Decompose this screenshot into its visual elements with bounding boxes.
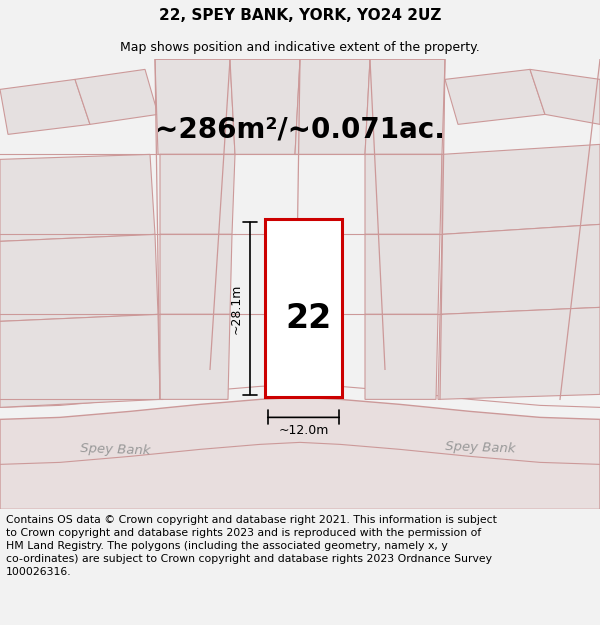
Bar: [265, 219, 342, 398]
Polygon shape: [160, 314, 230, 399]
Polygon shape: [0, 234, 158, 321]
Polygon shape: [0, 314, 160, 408]
Polygon shape: [295, 59, 370, 154]
Polygon shape: [160, 154, 235, 234]
Polygon shape: [155, 59, 235, 154]
Polygon shape: [445, 69, 545, 124]
Text: Spey Bank: Spey Bank: [445, 439, 515, 455]
Polygon shape: [442, 144, 600, 234]
Polygon shape: [230, 59, 300, 154]
Text: Map shows position and indicative extent of the property.: Map shows position and indicative extent…: [120, 41, 480, 54]
Text: 22: 22: [286, 302, 332, 335]
Polygon shape: [0, 79, 90, 134]
Polygon shape: [440, 224, 600, 314]
Polygon shape: [75, 69, 158, 124]
Polygon shape: [365, 59, 445, 154]
Polygon shape: [438, 308, 600, 399]
Text: 22, SPEY BANK, YORK, YO24 2UZ: 22, SPEY BANK, YORK, YO24 2UZ: [159, 8, 441, 23]
Polygon shape: [160, 234, 232, 314]
Polygon shape: [365, 314, 438, 399]
Text: ~286m²/~0.071ac.: ~286m²/~0.071ac.: [155, 116, 445, 143]
Polygon shape: [365, 234, 440, 314]
Text: Contains OS data © Crown copyright and database right 2021. This information is : Contains OS data © Crown copyright and d…: [6, 515, 497, 578]
Polygon shape: [0, 398, 600, 509]
Text: ~28.1m: ~28.1m: [229, 283, 242, 334]
Text: Spey Bank: Spey Bank: [80, 442, 151, 457]
Polygon shape: [530, 69, 600, 124]
Text: ~12.0m: ~12.0m: [278, 424, 329, 437]
Polygon shape: [0, 154, 155, 241]
Polygon shape: [365, 154, 442, 234]
